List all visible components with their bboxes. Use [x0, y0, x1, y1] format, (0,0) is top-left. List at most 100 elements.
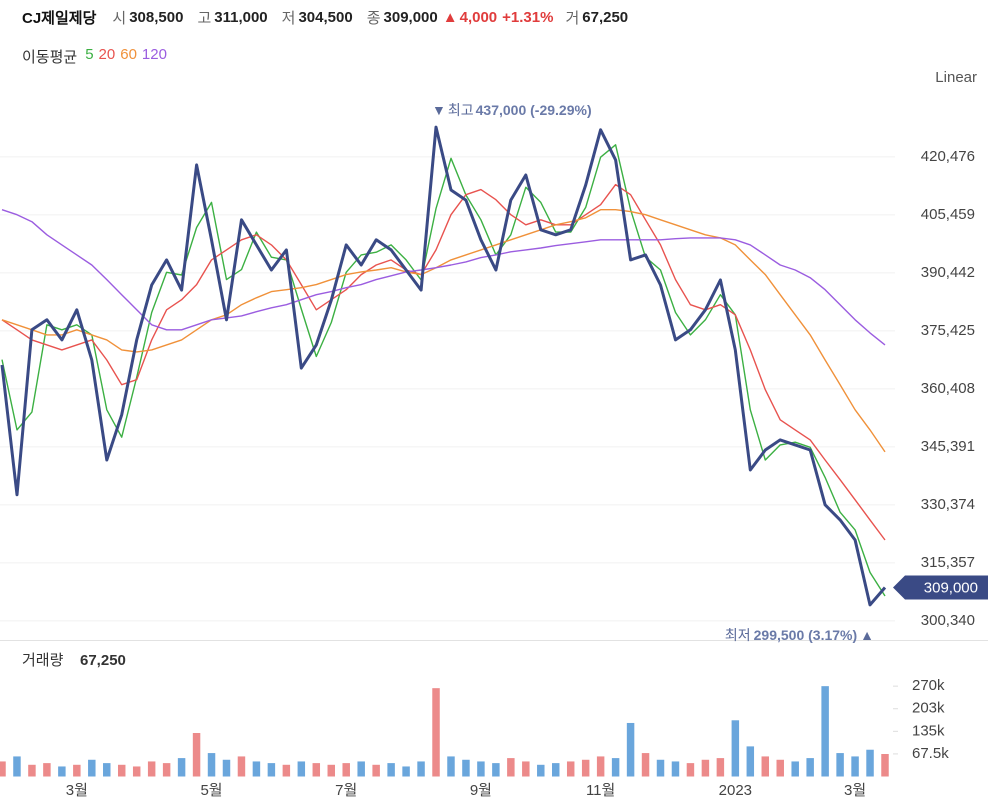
ma-legend-title: 이동평균 [22, 49, 78, 66]
volume-bar [252, 761, 261, 777]
ma-line [1, 209, 886, 346]
volume-bar [806, 758, 814, 777]
close-value: 309,000 [383, 8, 438, 26]
legend-entry: 60 [120, 46, 137, 63]
volume-bar [28, 764, 36, 777]
y-tick-label: 135k [912, 722, 945, 739]
volume-bar [147, 761, 156, 777]
y-tick-label: 203k [912, 700, 945, 717]
volume-bar [237, 756, 246, 777]
volume-bar [192, 733, 201, 777]
volume-bar [507, 758, 515, 777]
volume-bar [207, 753, 216, 777]
volume-bar [13, 756, 21, 777]
open-value: 308,500 [129, 8, 184, 26]
volume-bar [132, 766, 141, 777]
volume-bar [432, 688, 440, 777]
volume-bar [851, 756, 859, 777]
volume-bar [791, 761, 799, 777]
volume-bar [821, 686, 829, 777]
volume-bar [492, 763, 500, 777]
y-tick-label: 330,374 [921, 496, 975, 513]
annotation-part: 437,000 (-29.29%) [476, 102, 592, 118]
low-value: 304,500 [298, 8, 353, 26]
legend-entry: 20 [98, 46, 116, 63]
high-value: 311,000 [214, 8, 268, 26]
annotation-part: 299,500 (3.17%) [754, 627, 858, 643]
x-tick-label: 9월 [470, 782, 492, 799]
volume-bar [537, 764, 545, 777]
volume-bar [731, 720, 740, 777]
volume-bar [686, 763, 695, 777]
y-tick-label: 67.5k [912, 745, 949, 762]
volume-bar [387, 763, 395, 777]
volume-bar [58, 766, 66, 777]
price-line [0, 125, 887, 607]
volume-bar [552, 763, 560, 777]
volume-bar [656, 759, 665, 777]
volume-bar [88, 759, 96, 777]
x-tick-label: 5월 [200, 782, 222, 799]
volume-bar [761, 756, 770, 777]
y-tick-label: 270k [912, 677, 945, 694]
y-tick-label: 360,408 [921, 380, 975, 397]
low-label: 저 [281, 9, 296, 27]
y-tick-label: 390,442 [921, 264, 975, 281]
volume-bar [417, 761, 425, 777]
volume-bar [581, 759, 590, 777]
ma-line [1, 183, 886, 541]
volume-bar [836, 753, 844, 777]
annotation-part: ▲ [860, 627, 874, 643]
volume-bar [881, 753, 889, 777]
ma-line [1, 209, 886, 453]
volume-bar [462, 759, 470, 777]
change-mark: ▲ [442, 8, 458, 26]
stock-header: CJ제일제당 시 308,500 고 311,000 저 304,500 종 3… [22, 5, 642, 29]
volume-bar [222, 759, 231, 777]
annotation-part: 최저 [725, 627, 751, 643]
x-tick-label: 7월 [335, 782, 357, 799]
volume-bar [522, 761, 530, 777]
price-tag [893, 575, 988, 600]
annotation-part: 최고 [448, 102, 474, 118]
volume-bar [626, 722, 635, 777]
volume-bar [566, 761, 575, 777]
volume-label: 거 [565, 9, 580, 27]
volume-bar [342, 763, 350, 777]
volume-bar [103, 763, 111, 777]
y-tick-label: 405,459 [921, 206, 975, 223]
low-annotation: 최저 299,500 (3.17%) ▲ [725, 627, 874, 643]
volume-bar [43, 763, 51, 777]
y-tick-label: 345,391 [921, 438, 975, 455]
volume-bar [611, 758, 620, 777]
volume-bar [701, 759, 710, 777]
volume-bar [716, 758, 725, 777]
volume-bar [776, 759, 784, 777]
volume-bar [73, 764, 81, 777]
legend-entry: 120 [141, 46, 167, 63]
volume-bar [671, 761, 680, 777]
x-tick-label: 3월 [844, 782, 866, 799]
stock-name: CJ제일제당 [22, 9, 97, 27]
volume-title-value: 67,250 [80, 652, 126, 669]
volume-bar [357, 761, 365, 777]
x-tick-label: 11월 [586, 782, 615, 799]
volume-bar [447, 756, 455, 777]
volume-value: 67,250 [582, 8, 629, 26]
change-value: 4,000 [459, 8, 498, 26]
y-tick-label: 375,425 [921, 322, 975, 339]
high-label: 고 [197, 9, 212, 27]
volume-bar [641, 753, 650, 777]
volume-bar [312, 763, 321, 777]
change-percent: +1.31% [502, 8, 554, 26]
volume-bar [596, 756, 605, 777]
open-label: 시 [112, 9, 127, 27]
scale-label: Linear [935, 69, 977, 86]
y-tick-label: 420,476 [921, 148, 975, 165]
x-tick-label: 2023 [719, 782, 752, 799]
volume-bar [866, 749, 874, 777]
volume-bar [746, 746, 755, 777]
high-annotation: ▼ 최고 437,000 (-29.29%) [432, 102, 592, 118]
legend-entry: 5 [85, 46, 94, 63]
